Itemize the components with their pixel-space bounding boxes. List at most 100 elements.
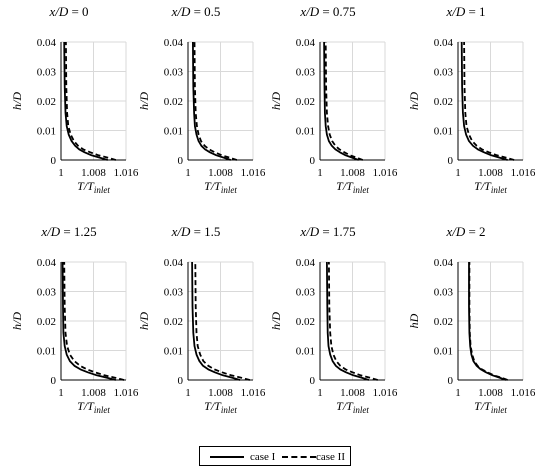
y-tick-label: 0.01 xyxy=(164,126,183,138)
x-axis-label-subscript: inlet xyxy=(353,405,369,415)
x-tick-label: 1.016 xyxy=(511,167,536,179)
panel-title-value: = 0.5 xyxy=(190,4,220,19)
x-axis-label: T/Tinlet xyxy=(474,179,507,195)
y-tick-label: 0 xyxy=(178,375,184,387)
x-axis-label-main: T/T xyxy=(77,399,95,413)
x-tick-label: 1 xyxy=(58,167,64,179)
x-tick-label: 1.008 xyxy=(208,387,233,399)
panel-title: x/D = 1 xyxy=(445,4,485,19)
panel-title: x/D = 1.25 xyxy=(40,224,96,239)
x-axis-label-main: T/T xyxy=(474,179,492,193)
series-case-2-line xyxy=(328,261,378,381)
panel-title-value: = 1.75 xyxy=(319,224,356,239)
y-tick-label: 0.02 xyxy=(37,316,56,328)
y-tick-label: 0.02 xyxy=(434,316,453,328)
y-tick-label: 0.04 xyxy=(296,37,316,49)
x-tick-label: 1.016 xyxy=(114,167,139,179)
y-tick-label: 0 xyxy=(448,375,454,387)
y-tick-label: 0.04 xyxy=(434,37,454,49)
x-tick-label: 1 xyxy=(317,387,323,399)
x-tick-label: 1 xyxy=(455,387,461,399)
panel-title: x/D = 2 xyxy=(445,224,485,239)
y-tick-label: 0.02 xyxy=(296,96,315,108)
series-case-1-line xyxy=(460,41,508,161)
x-axis-label: T/Tinlet xyxy=(204,399,237,415)
x-tick-label: 1.016 xyxy=(511,387,536,399)
panel-title-variable: x/D xyxy=(445,4,465,19)
x-tick-label: 1.008 xyxy=(208,167,233,179)
y-tick-label: 0.03 xyxy=(434,287,454,299)
y-tick-label: 0.01 xyxy=(296,126,315,138)
panel-title-variable: x/D xyxy=(445,224,465,239)
y-axis-label: h/D xyxy=(10,92,24,110)
y-axis-label: h/D xyxy=(137,312,151,330)
panel-1: x/D = 0 0 0.01 0.02 0.03 0.04 1 1.008 1.016 h/D T/… xyxy=(10,4,139,195)
series-case-1-line xyxy=(61,261,117,381)
x-axis-label: T/Tinlet xyxy=(474,399,507,415)
x-tick-label: 1 xyxy=(185,167,191,179)
panel-title-value: = 0 xyxy=(68,4,88,19)
y-tick-label: 0.03 xyxy=(164,67,184,79)
x-axis-label-subscript: inlet xyxy=(491,405,507,415)
series-case-2-line xyxy=(324,41,364,161)
panel-title-variable: x/D xyxy=(40,224,60,239)
figure: x/D = 0 0 0.01 0.02 0.03 0.04 1 1.008 1.016 h/D T/… xyxy=(10,4,536,415)
series-case-1-line xyxy=(191,261,241,381)
y-tick-label: 0.03 xyxy=(434,67,454,79)
x-tick-label: 1 xyxy=(317,167,323,179)
y-tick-label: 0 xyxy=(310,375,316,387)
y-axis-label: hD xyxy=(407,313,421,328)
x-axis-label-subscript: inlet xyxy=(221,405,237,415)
y-tick-label: 0.03 xyxy=(296,67,316,79)
y-tick-label: 0.02 xyxy=(164,316,183,328)
y-axis-label: h/D xyxy=(10,312,24,330)
x-axis-label-main: T/T xyxy=(474,399,492,413)
panel-title: x/D = 1.5 xyxy=(171,224,221,239)
y-tick-label: 0.02 xyxy=(164,96,183,108)
series-case-2-line xyxy=(463,41,515,161)
x-axis-label: T/Tinlet xyxy=(336,179,369,195)
y-tick-label: 0.03 xyxy=(164,287,184,299)
y-tick-label: 0.04 xyxy=(296,257,316,269)
panel-title-value: = 1 xyxy=(465,4,485,19)
panel-title-value: = 0.75 xyxy=(319,4,356,19)
y-tick-label: 0 xyxy=(51,155,57,167)
y-tick-label: 0.03 xyxy=(37,287,57,299)
panel-title: x/D = 0.75 xyxy=(299,4,355,19)
x-axis-label-subscript: inlet xyxy=(353,185,369,195)
legend: case I case II xyxy=(199,446,351,466)
panel-title: x/D = 0 xyxy=(48,4,88,19)
y-tick-label: 0.02 xyxy=(434,96,453,108)
legend-label-case-1: case I xyxy=(250,451,276,463)
panel-title-value: = 1.5 xyxy=(190,224,220,239)
x-tick-label: 1.008 xyxy=(478,387,503,399)
x-axis-label-main: T/T xyxy=(204,399,222,413)
legend-dashed-line xyxy=(282,456,316,458)
series-case-2-line xyxy=(194,261,251,381)
panel-4: x/D = 1 0 0.01 0.02 0.03 0.04 1 1.008 1.016 h/D T/… xyxy=(407,4,536,195)
series-case-1-line xyxy=(63,41,108,161)
x-tick-label: 1 xyxy=(58,387,64,399)
panel-title-variable: x/D xyxy=(299,4,319,19)
series-case-2-line xyxy=(65,41,117,161)
y-tick-label: 0.01 xyxy=(37,346,56,358)
y-tick-label: 0.04 xyxy=(37,37,57,49)
x-axis-label-main: T/T xyxy=(336,179,354,193)
x-tick-label: 1.008 xyxy=(340,387,365,399)
y-tick-label: 0.01 xyxy=(434,346,453,358)
x-axis-label-subscript: inlet xyxy=(221,185,237,195)
y-axis-label: h/D xyxy=(269,312,283,330)
y-tick-label: 0.01 xyxy=(37,126,56,138)
y-tick-label: 0.02 xyxy=(296,316,315,328)
y-tick-label: 0.01 xyxy=(296,346,315,358)
series-case-1-line xyxy=(192,41,231,161)
panel-title-variable: x/D xyxy=(171,4,191,19)
x-axis-label: T/Tinlet xyxy=(204,179,237,195)
y-tick-label: 0.04 xyxy=(434,257,454,269)
x-axis-label-subscript: inlet xyxy=(491,185,507,195)
y-tick-label: 0.01 xyxy=(434,126,453,138)
panel-2: x/D = 0.5 0 0.01 0.02 0.03 0.04 1 1.008 1.016 h/D… xyxy=(137,4,266,195)
panel-6: x/D = 1.5 0 0.01 0.02 0.03 0.04 1 1.008 1.016 h/D… xyxy=(137,224,266,415)
series-case-1-line xyxy=(323,41,359,161)
series-case-2-line xyxy=(193,41,238,161)
